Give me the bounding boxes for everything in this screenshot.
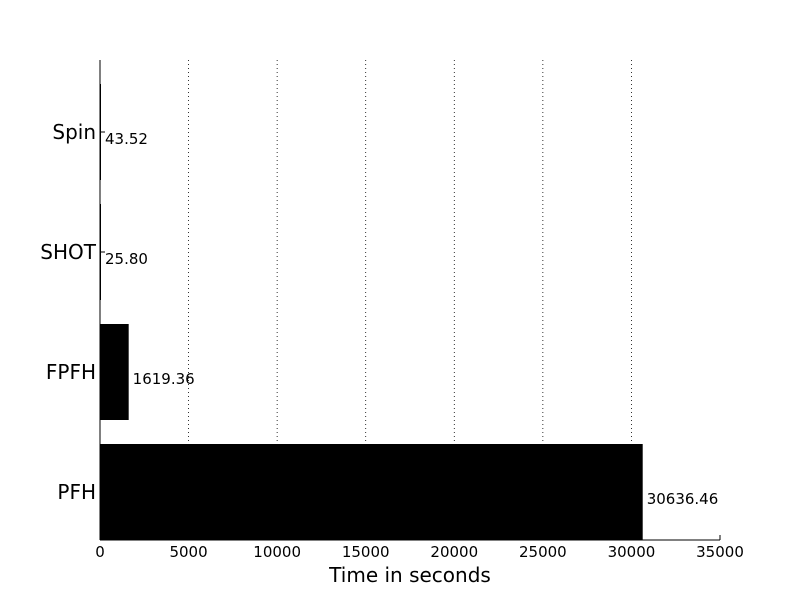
bar <box>100 444 643 540</box>
x-tick-label: 20000 <box>430 543 478 561</box>
bars <box>100 84 643 540</box>
data-label: 43.52 <box>105 130 148 148</box>
category-label: FPFH <box>46 360 96 384</box>
x-tick-label: 35000 <box>696 543 744 561</box>
x-tick-label: 15000 <box>342 543 390 561</box>
category-label: PFH <box>57 480 96 504</box>
data-label: 30636.46 <box>647 490 719 508</box>
axes <box>99 60 721 541</box>
category-label: SHOT <box>40 240 96 264</box>
data-label: 1619.36 <box>133 370 195 388</box>
labels: PFH 30636.46 FPFH 1619.36 SHOT 25.80 Spin 43.52… <box>40 120 744 561</box>
x-tick-label: 5000 <box>169 543 207 561</box>
x-axis-title: Time in seconds <box>328 563 491 587</box>
category-label: Spin <box>52 120 96 144</box>
data-label: 25.80 <box>105 250 148 268</box>
x-tick-label: 10000 <box>253 543 301 561</box>
x-tick-label: 0 <box>95 543 105 561</box>
x-tick-label: 30000 <box>608 543 656 561</box>
x-tick-label: 25000 <box>519 543 567 561</box>
